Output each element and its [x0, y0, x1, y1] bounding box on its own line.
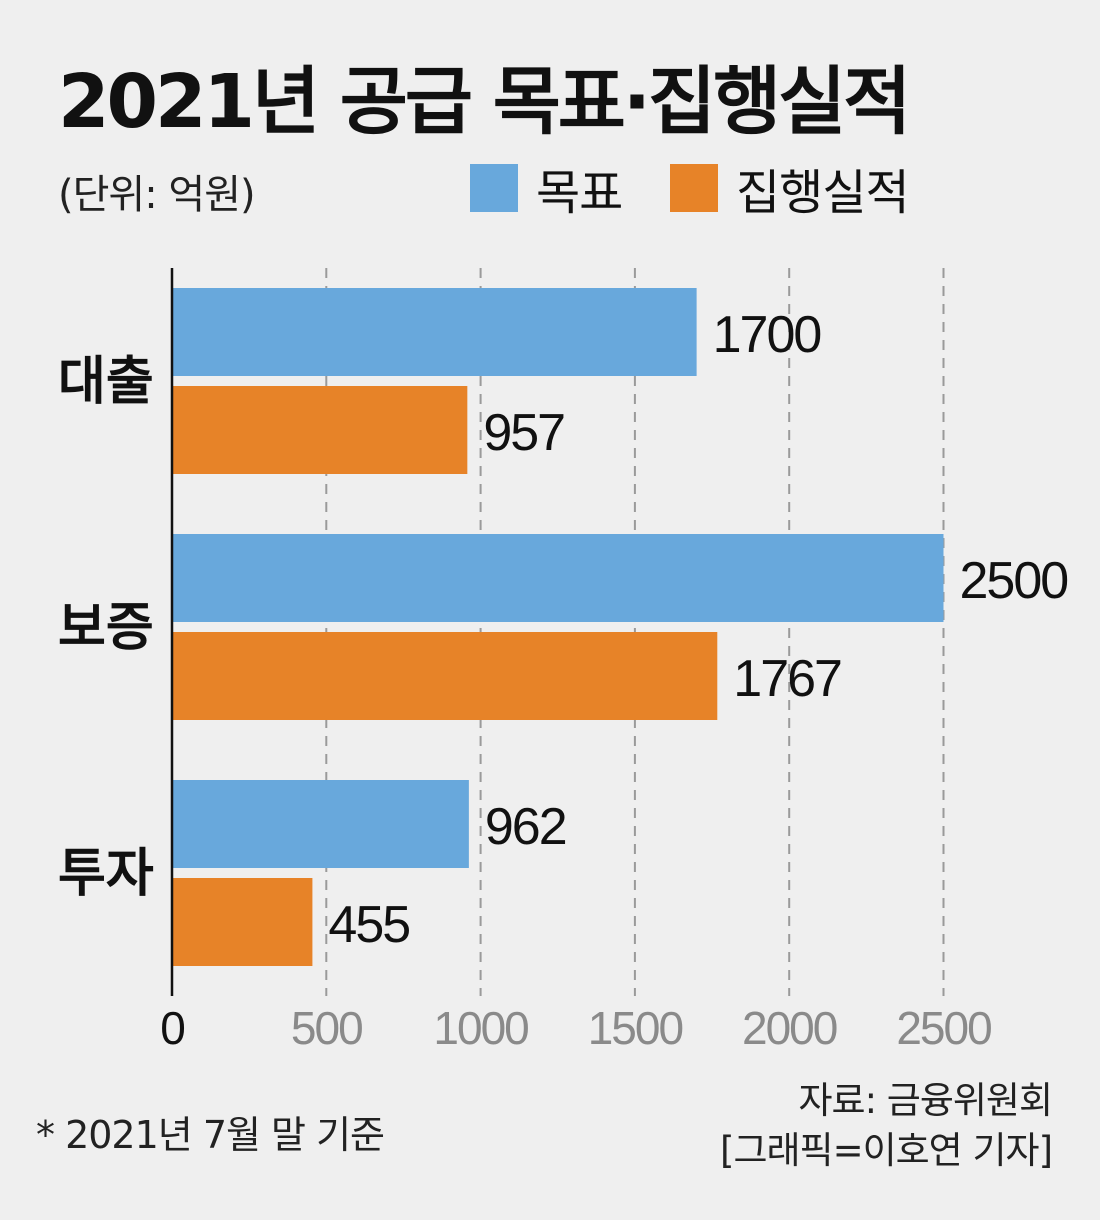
x-tick-label: 1000 [433, 1002, 528, 1054]
bar-actual [172, 878, 313, 966]
data-label: 1767 [733, 650, 841, 708]
bar-target [172, 780, 469, 868]
x-tick-label: 0 [160, 1002, 184, 1054]
bar-target [172, 288, 697, 376]
x-tick-label: 2500 [896, 1002, 991, 1054]
legend-swatch-actual [670, 164, 718, 212]
legend-item-actual: 집행실적 [670, 162, 910, 221]
chart-title: 2021년 공급 목표·집행실적 [58, 59, 911, 145]
data-label: 1700 [713, 306, 821, 364]
x-tick-label: 1500 [588, 1002, 683, 1054]
category-label: 투자 [58, 844, 154, 904]
bar-actual [172, 632, 718, 720]
legend-label-actual: 집행실적 [736, 165, 910, 221]
bar-actual [172, 386, 468, 474]
unit-label: (단위: 억원) [58, 172, 256, 218]
source-block: 자료: 금융위원회 [그래픽=이호연 기자] [720, 1076, 1053, 1176]
source-text: 자료: 금융위원회 [798, 1079, 1053, 1122]
legend-label-target: 목표 [536, 165, 623, 221]
x-tick-label: 500 [291, 1002, 362, 1054]
legend-item-target: 목표 [470, 162, 623, 221]
x-tick-label: 2000 [742, 1002, 837, 1054]
bar-target [172, 534, 944, 622]
category-label: 보증 [58, 598, 154, 658]
data-label: 2500 [960, 552, 1068, 610]
footnote: * 2021년 7월 말 기준 [36, 1113, 385, 1157]
legend-swatch-target [470, 164, 518, 212]
category-label: 대출 [58, 352, 154, 412]
data-label: 962 [485, 798, 566, 856]
credit-text: [그래픽=이호연 기자] [720, 1129, 1053, 1172]
data-label: 957 [483, 404, 564, 462]
data-label: 455 [328, 896, 409, 954]
